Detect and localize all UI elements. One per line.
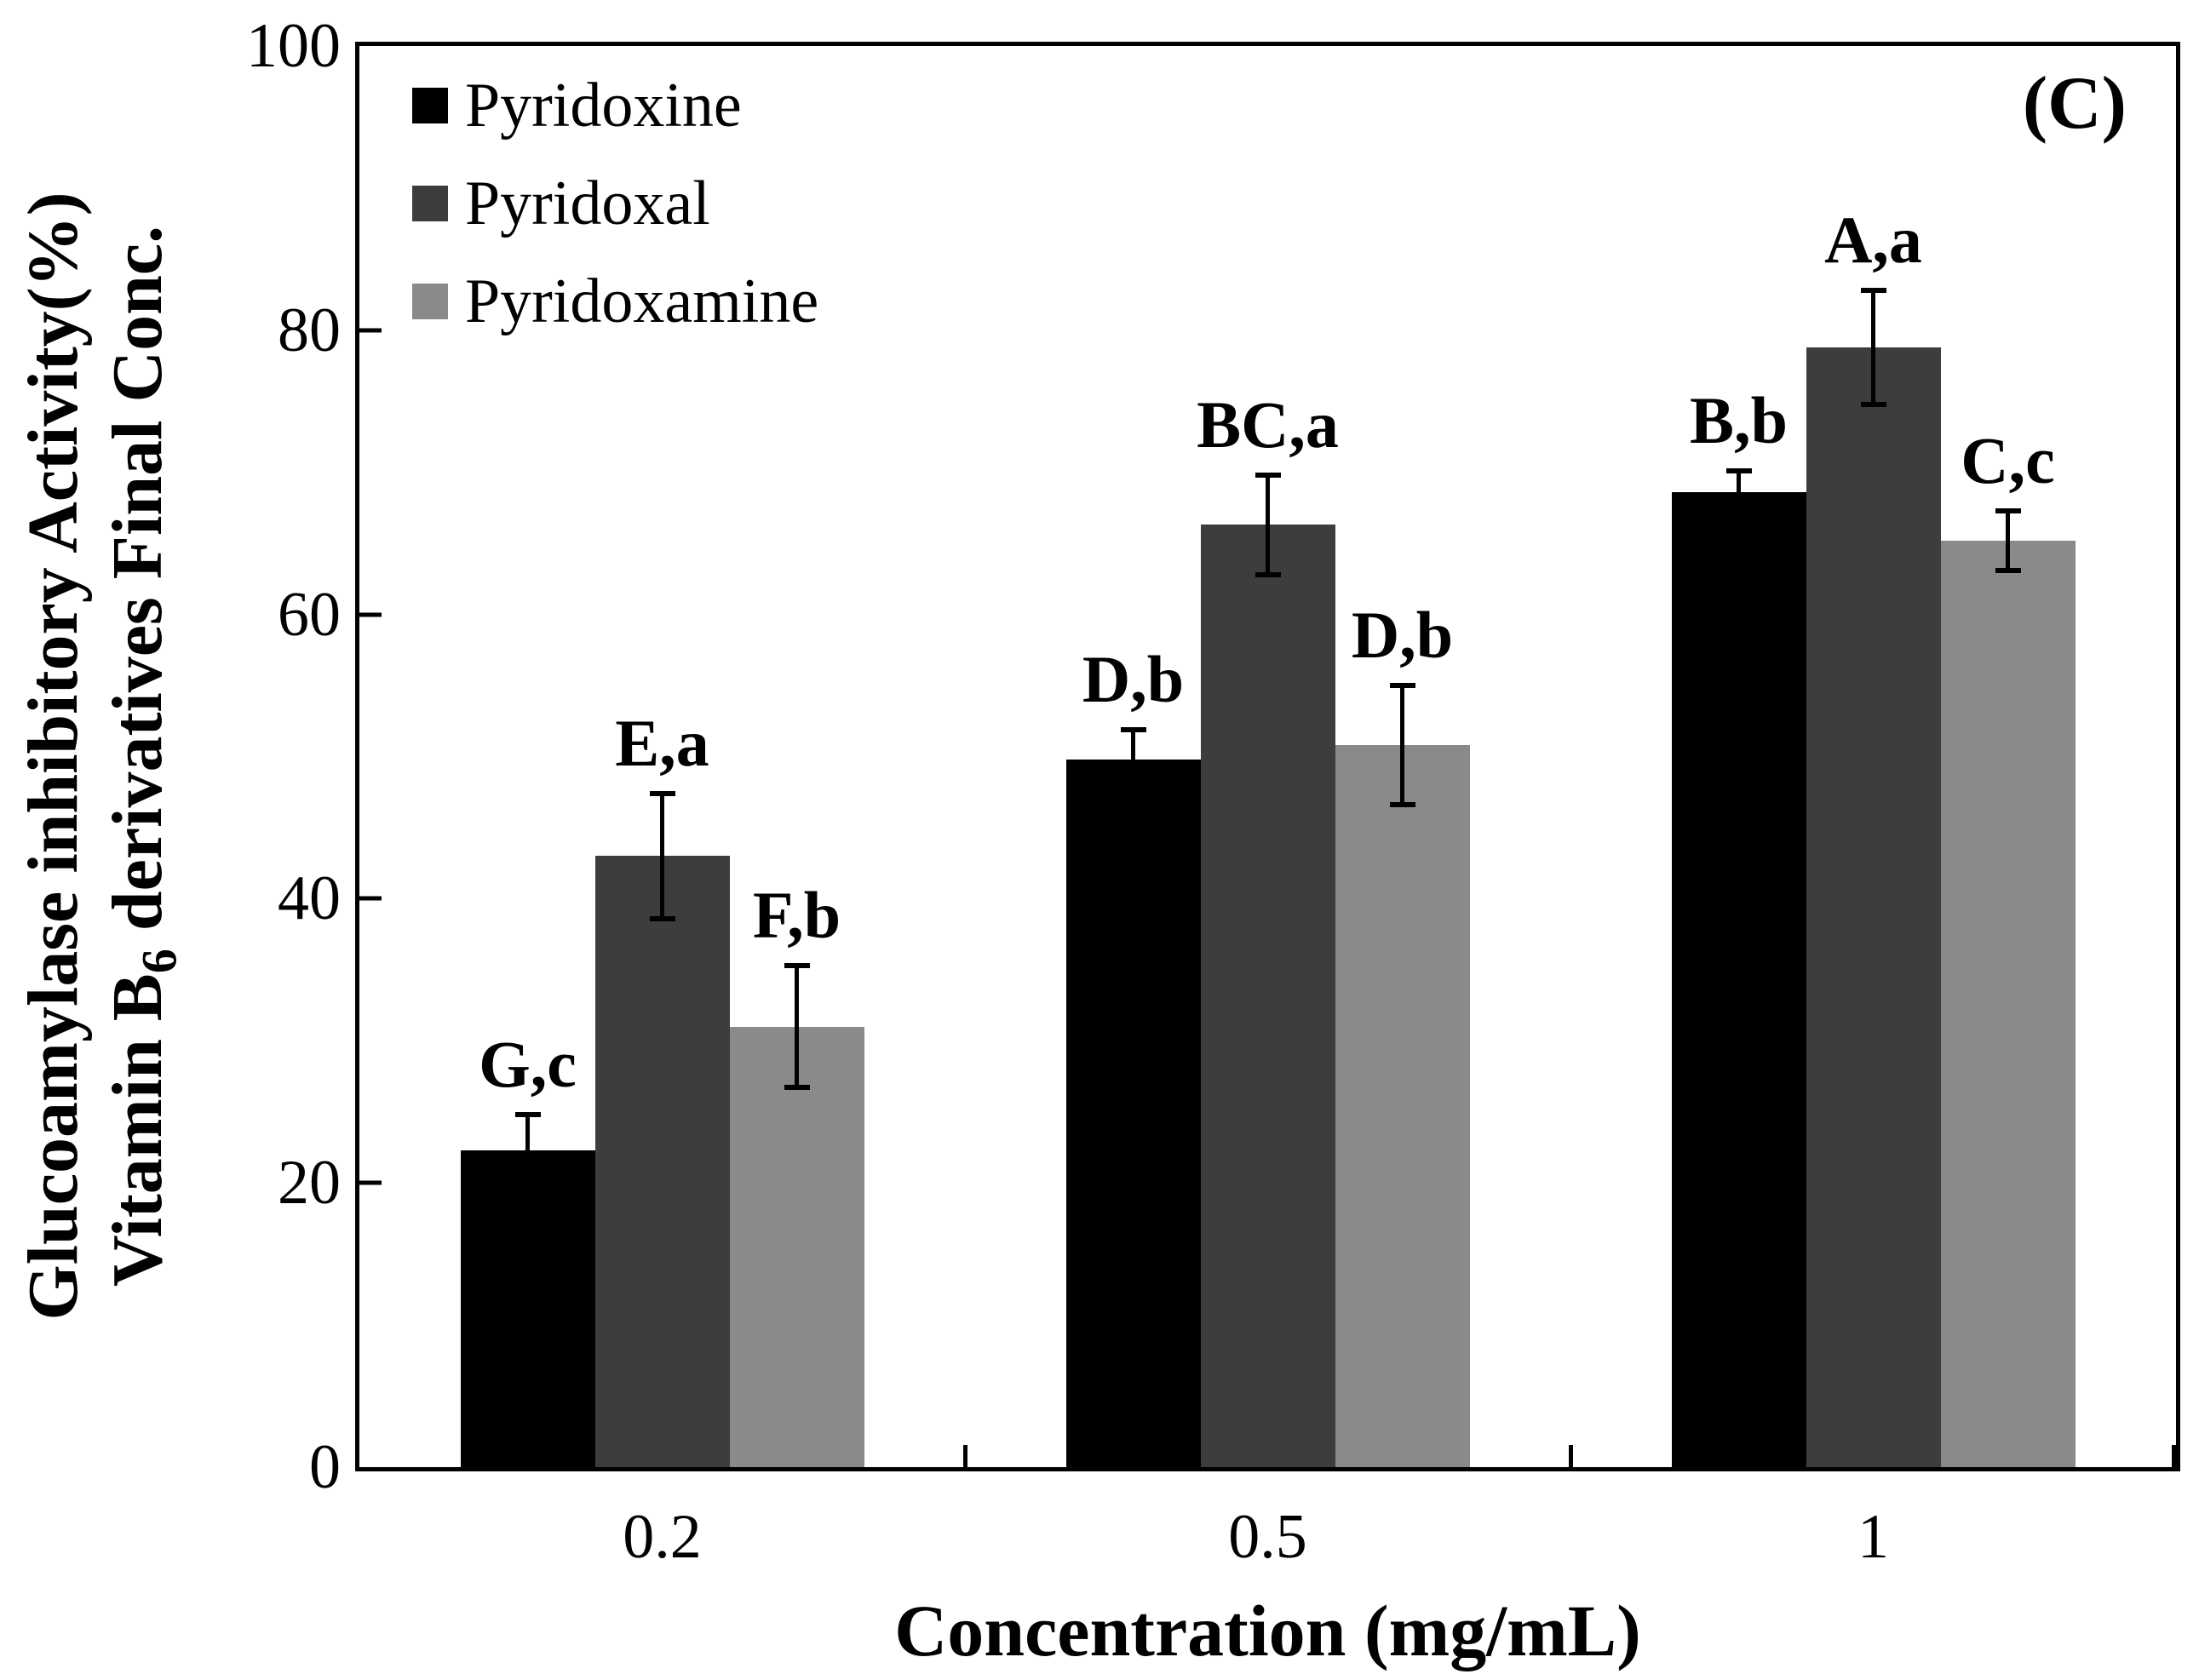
x-tick-label: 0.2 — [623, 1502, 702, 1572]
y-tick-label: 80 — [278, 295, 341, 365]
legend-swatch-0 — [412, 88, 448, 123]
x-axis-tick-labels: 0.2 0.5 1 — [359, 1505, 2176, 1591]
error-bar-cap — [1995, 507, 2021, 513]
error-bar-cap — [1725, 468, 1752, 474]
bar-pyridoxal-0.5 — [1200, 525, 1335, 1467]
error-bar — [1400, 685, 1404, 806]
y-axis-tick — [359, 896, 382, 901]
legend-item-pyridoxine: Pyridoxine — [412, 74, 742, 137]
x-axis-tick — [962, 1445, 967, 1467]
y-tick-label: 100 — [246, 11, 341, 81]
error-bar-cap — [1389, 683, 1415, 689]
error-bar-cap — [784, 962, 810, 968]
legend-item-pyridoxamine: Pyridoxamine — [412, 270, 818, 333]
significance-label: B,b — [1690, 383, 1788, 458]
x-axis-tick — [1568, 1445, 1573, 1467]
bar-pyridoxine-0.2 — [460, 1150, 595, 1467]
legend-label: Pyridoxamine — [465, 267, 819, 336]
error-bar — [795, 965, 799, 1088]
y-axis-tick-labels: 0 20 40 60 80 100 — [128, 14, 341, 1499]
error-bar — [1737, 471, 1741, 514]
error-bar-cap — [1860, 401, 1886, 407]
significance-label: BC,a — [1197, 387, 1339, 462]
y-axis-tick — [359, 1180, 382, 1185]
panel-label: (C) — [2022, 62, 2127, 145]
significance-label: F,b — [752, 877, 841, 952]
x-axis-title: Concentration (mg/mL) — [894, 1590, 1641, 1671]
x-tick-label: 0.5 — [1228, 1502, 1307, 1572]
legend-label: Pyridoxine — [465, 71, 742, 140]
error-bar-cap — [1995, 567, 2021, 573]
error-bar-cap — [1120, 786, 1146, 792]
legend-item-pyridoxal: Pyridoxal — [412, 172, 710, 235]
x-axis-tick — [2172, 1445, 2176, 1467]
bar-pyridoxal-1 — [1806, 347, 1941, 1467]
bar-pyridoxine-0.5 — [1065, 759, 1201, 1467]
y-tick-label: 60 — [278, 579, 341, 650]
y-axis-title-line1: Glucoamylase inhibitory Activity(%) — [13, 192, 93, 1321]
error-bar — [660, 793, 664, 919]
bar-pyridoxal-0.2 — [594, 856, 730, 1467]
error-bar-cap — [649, 915, 675, 921]
error-bar-cap — [1725, 511, 1752, 517]
y-axis-tick — [359, 328, 382, 333]
error-bar-cap — [1255, 473, 1281, 479]
bar-pyridoxamine-1 — [1940, 540, 2076, 1467]
error-bar — [1266, 475, 1270, 575]
y-tick-label: 20 — [278, 1148, 341, 1218]
x-tick-label: 1 — [1857, 1502, 1889, 1572]
legend-label: Pyridoxal — [465, 169, 710, 238]
bar-pyridoxamine-0.5 — [1335, 745, 1470, 1467]
significance-label: D,b — [1351, 598, 1454, 673]
legend-swatch-1 — [412, 186, 448, 221]
y-tick-label: 0 — [309, 1432, 341, 1502]
error-bar-cap — [1389, 802, 1415, 808]
error-bar — [1871, 290, 1875, 404]
error-bar-cap — [514, 1112, 541, 1118]
plot-area: Pyridoxine Pyridoxal Pyridoxamine (C) G,… — [355, 42, 2180, 1471]
error-bar-cap — [784, 1085, 810, 1091]
error-bar — [2006, 510, 2010, 571]
error-bar-cap — [1255, 571, 1281, 577]
error-bar-cap — [1860, 288, 1886, 294]
error-bar-cap — [514, 1183, 541, 1189]
error-bar-cap — [1120, 726, 1146, 732]
significance-label: D,b — [1082, 641, 1185, 716]
significance-label: C,c — [1961, 422, 2055, 497]
significance-label: G,c — [479, 1027, 577, 1102]
y-tick-label: 40 — [278, 863, 341, 934]
error-bar — [525, 1115, 530, 1186]
y-axis-tick — [359, 612, 382, 617]
bar-pyridoxine-1 — [1671, 492, 1806, 1467]
error-bar — [1131, 729, 1135, 789]
bar-pyridoxamine-0.2 — [729, 1026, 864, 1467]
error-bar-cap — [649, 790, 675, 796]
legend-swatch-2 — [412, 284, 448, 319]
significance-label: A,a — [1824, 203, 1922, 278]
significance-label: E,a — [615, 705, 709, 780]
